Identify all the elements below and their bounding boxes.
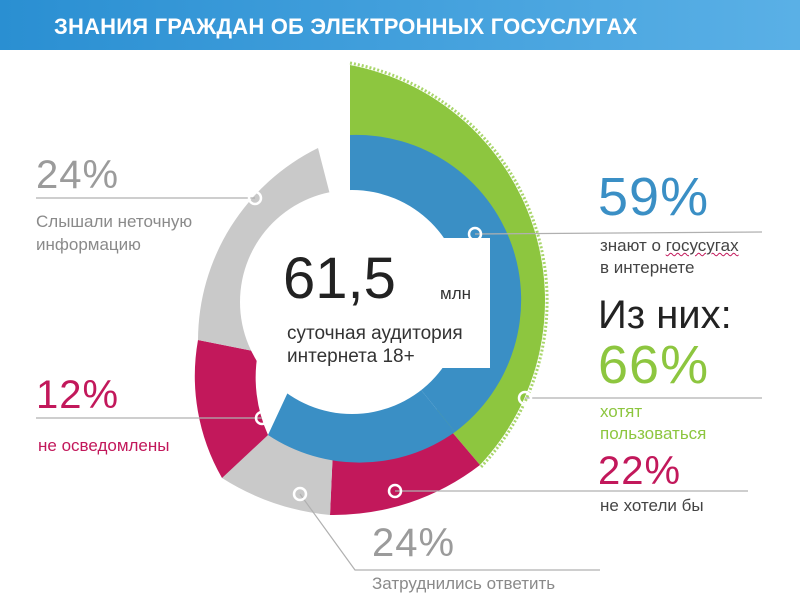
unaware-percent: 12% [36,373,120,417]
leader-know [474,231,763,235]
want-percent: 66% [598,335,710,395]
center-caption-line2: интернета 18+ [287,346,415,367]
not-want-percent: 22% [598,449,682,493]
marker-want [517,390,533,406]
heard-percent: 24% [36,153,120,197]
know-label-line1-underlined: госусугах [665,236,739,255]
undecided-label: Затруднились ответить [372,574,556,593]
heard-label-line1: Слышали неточную [36,212,193,231]
want-label-line2: пользоваться [600,424,707,443]
center-value: 61,5 [283,246,396,311]
marker-unaware [254,410,270,426]
page-title: ЗНАНИЯ ГРАЖДАН ОБ ЭЛЕКТРОННЫХ ГОСУСЛУГАХ [54,14,638,39]
unaware-label: не осведомлены [38,436,170,455]
of-them-heading: Из них: [598,293,732,337]
center-unit: млн [440,284,471,303]
know-label-line1: знают о госусугах [600,236,739,256]
not-want-label: не хотели бы [600,496,704,515]
title-banner: ЗНАНИЯ ГРАЖДАН ОБ ЭЛЕКТРОННЫХ ГОСУСЛУГАХ [0,0,800,50]
arc-unaware [194,340,268,478]
heard-label-line2: информацию [36,235,141,254]
markers [247,190,533,502]
marker-heard [247,190,263,206]
center-panel [268,238,490,368]
know-label-line2: в интернете [600,258,695,277]
leader-lines [36,197,763,571]
know-percent: 59% [598,167,710,227]
leader-undecided [299,493,600,571]
undecided-percent: 24% [372,521,456,565]
center-caption-line1: суточная аудитория [287,323,463,344]
marker-know [467,226,483,242]
know-label-line1-text: знают о [600,236,666,255]
want-label-line1: хотят [600,402,643,421]
marker-undecided [292,486,308,502]
marker-not-want [387,483,403,499]
